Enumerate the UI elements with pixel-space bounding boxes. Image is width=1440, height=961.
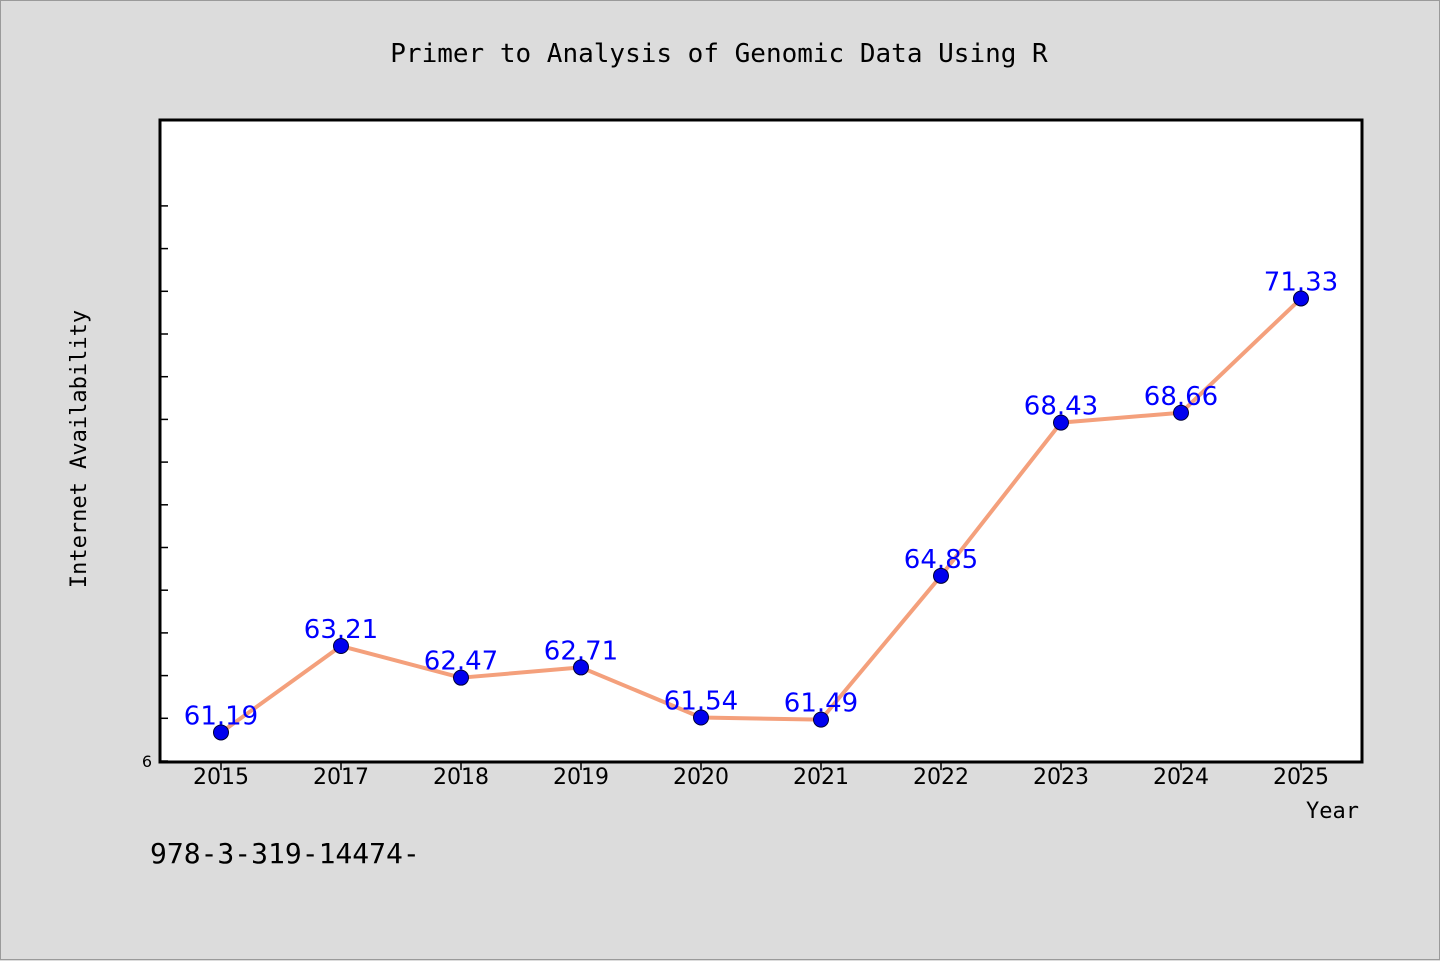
x-axis-ticks: 2015 2017 2018 2019 2020 2021 2022 2023 2024 2025 [193, 762, 1329, 790]
data-point [693, 709, 709, 726]
y-tick-label: 6 [142, 752, 152, 771]
data-point [333, 638, 349, 655]
data-label: 61.49 [784, 689, 858, 719]
chart-title: Primer to Analysis of Genomic Data Using… [390, 39, 1048, 69]
y-axis-ticks [160, 205, 168, 762]
data-point [1173, 404, 1189, 421]
x-axis-label: Year [1306, 799, 1359, 824]
x-tick-label: 2023 [1033, 765, 1089, 790]
data-label: 68.43 [1024, 392, 1098, 422]
data-point [213, 724, 229, 741]
x-tick-label: 2025 [1273, 765, 1329, 790]
data-point [573, 659, 589, 676]
series-group: 61.19 63.21 62.47 62.71 61.54 61.49 64.85 68.43… [184, 267, 1338, 741]
x-tick-label: 2024 [1153, 765, 1209, 790]
data-point [453, 669, 469, 686]
x-tick-label: 2015 [193, 765, 249, 790]
x-tick-label: 2020 [673, 765, 729, 790]
plot-area [158, 118, 1364, 764]
data-point [1293, 290, 1309, 307]
data-point [813, 711, 829, 728]
x-tick-label: 2021 [793, 765, 849, 790]
data-point [1053, 414, 1069, 431]
x-tick-label: 2019 [553, 765, 609, 790]
x-tick-label: 2017 [313, 765, 369, 790]
data-label: 61.54 [664, 686, 738, 716]
footnote-isbn: 978-3-319-14474- [150, 837, 420, 870]
data-label: 71.33 [1264, 267, 1338, 297]
data-label: 62.47 [424, 647, 498, 677]
data-label: 68.66 [1144, 382, 1218, 412]
data-label: 61.19 [184, 701, 258, 731]
x-tick-label: 2018 [433, 765, 489, 790]
data-label: 62.71 [544, 636, 618, 666]
data-label: 63.21 [304, 615, 378, 645]
x-tick-label: 2022 [913, 765, 969, 790]
data-point [933, 567, 949, 584]
y-axis-label: Internet Availability [67, 310, 92, 588]
series-line [219, 297, 1303, 735]
data-label: 64.85 [904, 545, 978, 575]
